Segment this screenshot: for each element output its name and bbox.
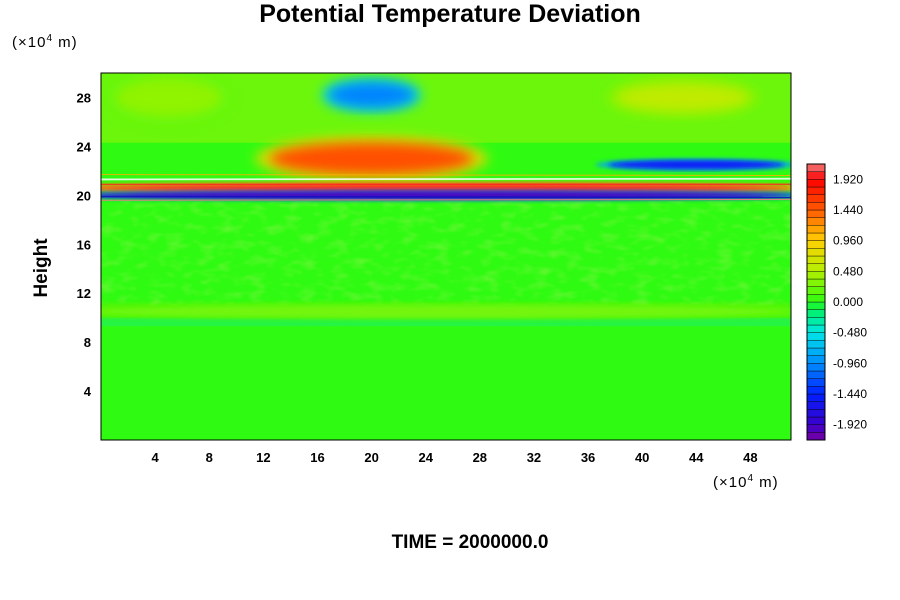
y-tick-label: 8 [84,335,91,350]
colorbar-segment [807,310,825,318]
field-feature [35,190,844,200]
feature-core [87,306,791,317]
colorbar-segment [807,333,825,341]
colorbar-segment [807,233,825,241]
colorbar-segment [807,340,825,348]
y-ticks: 4 8 12 16 20 24 28 [77,90,92,399]
colorbar-segment [807,264,825,272]
layer-striation [101,197,791,198]
colorbar-segment [807,317,825,325]
colorbar-segment [807,417,825,425]
feature-core [270,143,473,175]
colorbar-segment [807,202,825,210]
feature-core [115,78,223,117]
colorbar-segment [807,325,825,333]
colorbar-segment [807,363,825,371]
plot-area [35,70,844,440]
colorbar-tick-label: 1.440 [833,203,863,217]
colorbar-tick-label: 1.920 [833,172,863,186]
colorbar-tick-label: -1.440 [833,387,867,401]
y-tick-label: 4 [84,384,92,399]
colorbar-segment [807,248,825,256]
colorbar-segment [807,271,825,279]
x-tick-label: 20 [364,450,378,465]
colorbar-segment [807,394,825,402]
x-axis-unit: (×104 m) [713,473,779,491]
colorbar-segment [807,225,825,233]
x-tick-label: 12 [256,450,270,465]
y-tick-label: 20 [77,188,91,203]
x-tick-label: 24 [418,450,433,465]
feature-core [328,83,415,107]
colorbar-tick-label: 0.480 [833,264,863,278]
colorbar-segment [807,279,825,287]
layer-striation [101,179,791,180]
x-tick-label: 32 [527,450,541,465]
y-tick-label: 24 [77,139,92,154]
colorbar-tick-label: -0.960 [833,356,867,370]
x-ticks: 4 8 12 16 20 24 28 32 36 40 44 48 [152,450,758,465]
colorbar-tick-label: -1.920 [833,418,867,432]
colorbar-segment [807,294,825,302]
colorbar-segment [807,302,825,310]
x-tick-label: 40 [635,450,649,465]
time-label: TIME = 2000000.0 [0,532,900,554]
colorbar-segment [807,402,825,410]
field-feature [35,304,844,319]
y-tick-label: 12 [77,286,91,301]
colorbar-segment [807,432,825,440]
colorbar-segment [807,425,825,433]
colorbar-segment [807,218,825,226]
x-tick-label: 4 [152,450,160,465]
field-feature [605,77,761,118]
colorbar-segment [807,379,825,387]
colorbar-tick-label: -0.480 [833,326,867,340]
colorbar-segment [807,409,825,417]
field-feature [106,70,230,125]
x-unit-suffix: m) [754,474,779,491]
turbulence-texture [101,201,791,305]
colorbar-segment [807,386,825,394]
x-tick-label: 16 [310,450,324,465]
feature-core [608,160,784,169]
x-tick-label: 28 [473,450,487,465]
x-unit-prefix: (×10 [713,474,747,491]
colorbar-segment [807,179,825,187]
colorbar-segment [807,371,825,379]
x-tick-label: 44 [689,450,704,465]
x-tick-label: 36 [581,450,595,465]
field-feature [255,136,488,181]
x-tick-label: 48 [743,450,757,465]
y-tick-label: 16 [77,237,91,252]
y-tick-label: 28 [77,90,91,105]
colorbar-segment [807,287,825,295]
colorbar-segment [807,195,825,203]
colorbar-segment [807,187,825,195]
colorbar-segment [807,256,825,264]
colorbar-segment [807,172,825,180]
colorbar-tick-label: 0.960 [833,234,863,248]
colorbar: 1.920 1.440 0.960 0.480 0.000 -0.480 -0.960 -1.… [807,164,867,440]
field-feature [322,78,422,112]
feature-core [615,83,750,112]
colorbar-tick-label: 0.000 [833,295,863,309]
field-feature [595,159,797,171]
colorbar-segment [807,210,825,218]
colorbar-segment [807,348,825,356]
colorbar-segment [807,164,825,172]
colorbar-segment [807,241,825,249]
colorbar-segment [807,356,825,364]
x-tick-label: 8 [206,450,213,465]
